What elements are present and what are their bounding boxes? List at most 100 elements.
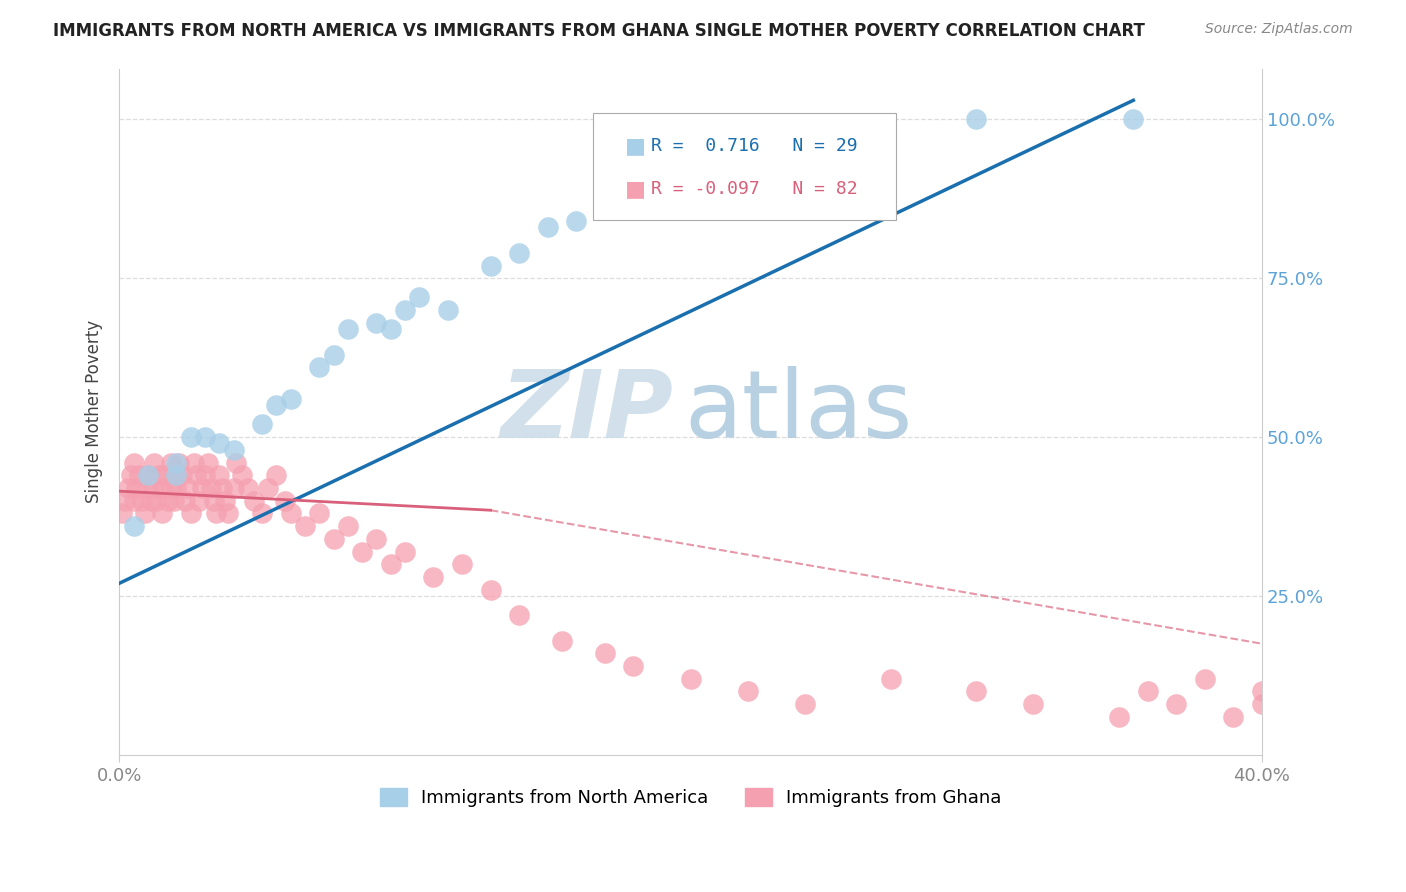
Point [793, 697, 815, 711]
Point [188, 493, 211, 508]
Point [274, 493, 297, 508]
Point [679, 176, 702, 190]
Text: Source: ZipAtlas.com: Source: ZipAtlas.com [1205, 22, 1353, 37]
Point [159, 456, 181, 470]
Point [366, 532, 388, 546]
Point [322, 532, 344, 546]
Point [565, 214, 588, 228]
Point [380, 322, 402, 336]
Point [965, 684, 987, 698]
Point [623, 659, 645, 673]
Point [172, 468, 194, 483]
Point [214, 493, 236, 508]
Point [142, 481, 165, 495]
Point [122, 456, 145, 470]
Point [537, 220, 560, 235]
Point [150, 507, 173, 521]
Text: ZIP: ZIP [501, 366, 673, 458]
Point [191, 481, 214, 495]
Point [394, 544, 416, 558]
Point [1108, 710, 1130, 724]
Point [879, 672, 901, 686]
Point [322, 347, 344, 361]
Point [422, 570, 444, 584]
Y-axis label: Single Mother Poverty: Single Mother Poverty [86, 320, 103, 503]
Point [737, 684, 759, 698]
Point [159, 481, 181, 495]
Point [148, 468, 170, 483]
Point [174, 493, 197, 508]
Point [165, 468, 187, 483]
Point [136, 468, 159, 483]
Point [665, 176, 688, 190]
Point [1166, 697, 1188, 711]
Point [336, 519, 359, 533]
Text: ■: ■ [626, 136, 647, 156]
Legend: Immigrants from North America, Immigrants from Ghana: Immigrants from North America, Immigrant… [373, 780, 1008, 814]
Point [352, 544, 374, 558]
Text: ■: ■ [626, 179, 647, 200]
Point [111, 507, 134, 521]
Point [1251, 697, 1274, 711]
Point [180, 430, 202, 444]
Point [131, 493, 153, 508]
Point [145, 493, 167, 508]
Point [222, 481, 245, 495]
Point [122, 493, 145, 508]
Point [280, 507, 302, 521]
Point [308, 507, 330, 521]
FancyBboxPatch shape [593, 113, 896, 219]
Point [508, 245, 530, 260]
Point [1222, 710, 1244, 724]
Point [308, 360, 330, 375]
Point [186, 468, 208, 483]
Point [436, 303, 458, 318]
Point [122, 519, 145, 533]
Point [208, 436, 231, 450]
Point [197, 456, 219, 470]
Point [551, 633, 574, 648]
Point [194, 430, 217, 444]
Point [593, 182, 616, 196]
Point [336, 322, 359, 336]
Point [136, 468, 159, 483]
Point [679, 672, 702, 686]
Point [380, 558, 402, 572]
Point [134, 507, 156, 521]
Point [114, 493, 136, 508]
Point [153, 468, 176, 483]
Point [202, 493, 225, 508]
Text: R =  0.716   N = 29: R = 0.716 N = 29 [651, 137, 858, 155]
Point [294, 519, 316, 533]
Point [208, 468, 231, 483]
Point [165, 481, 187, 495]
Point [120, 468, 142, 483]
Point [167, 456, 190, 470]
Point [394, 303, 416, 318]
Point [117, 481, 139, 495]
Point [242, 493, 264, 508]
Point [266, 398, 288, 412]
Point [965, 112, 987, 127]
Point [256, 481, 278, 495]
Point [231, 468, 253, 483]
Point [479, 259, 502, 273]
Point [125, 481, 148, 495]
Point [451, 558, 474, 572]
Point [177, 481, 200, 495]
Point [165, 468, 187, 483]
Point [142, 456, 165, 470]
Point [128, 468, 150, 483]
Point [139, 493, 162, 508]
Point [479, 582, 502, 597]
Point [1194, 672, 1216, 686]
Point [508, 608, 530, 623]
Point [250, 417, 273, 432]
Point [165, 456, 187, 470]
Text: IMMIGRANTS FROM NORTH AMERICA VS IMMIGRANTS FROM GHANA SINGLE MOTHER POVERTY COR: IMMIGRANTS FROM NORTH AMERICA VS IMMIGRA… [53, 22, 1146, 40]
Point [217, 507, 239, 521]
Point [250, 507, 273, 521]
Point [1136, 684, 1159, 698]
Point [194, 468, 217, 483]
Point [1022, 697, 1045, 711]
